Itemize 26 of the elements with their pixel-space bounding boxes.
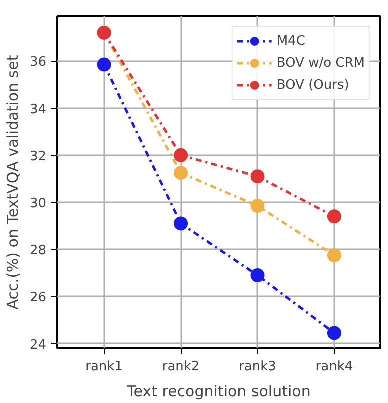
y-tick-label: 26 — [30, 290, 47, 306]
point — [174, 166, 188, 180]
y-tick-label: 24 — [30, 338, 47, 353]
point — [174, 216, 188, 231]
y-tick-label: 32 — [30, 149, 47, 164]
x-tick-label: rank4 — [316, 360, 354, 374]
y-tick-label: 28 — [30, 244, 47, 259]
point — [327, 248, 342, 262]
point — [174, 148, 188, 162]
x-tick-label: rank1 — [86, 360, 123, 374]
legend-label: M4C — [276, 34, 306, 48]
legend-label: BOV (Ours) — [276, 78, 350, 92]
point — [327, 210, 342, 224]
legend-label: BOV w/o CRM — [276, 56, 365, 70]
y-axis-title: Acc.(%) on TextVQA validation set — [4, 55, 22, 310]
x-tick-label: rank3 — [239, 360, 276, 374]
y-tick-label: 36 — [30, 55, 47, 70]
x-tick-label: rank2 — [162, 360, 200, 374]
point — [250, 170, 265, 184]
y-tick-label: 34 — [30, 102, 47, 118]
point — [97, 58, 112, 72]
y-tick-label: 30 — [30, 196, 47, 212]
x-axis-title: Text recognition solution — [126, 382, 311, 400]
point — [250, 268, 265, 282]
point — [327, 326, 342, 340]
point — [250, 199, 265, 214]
